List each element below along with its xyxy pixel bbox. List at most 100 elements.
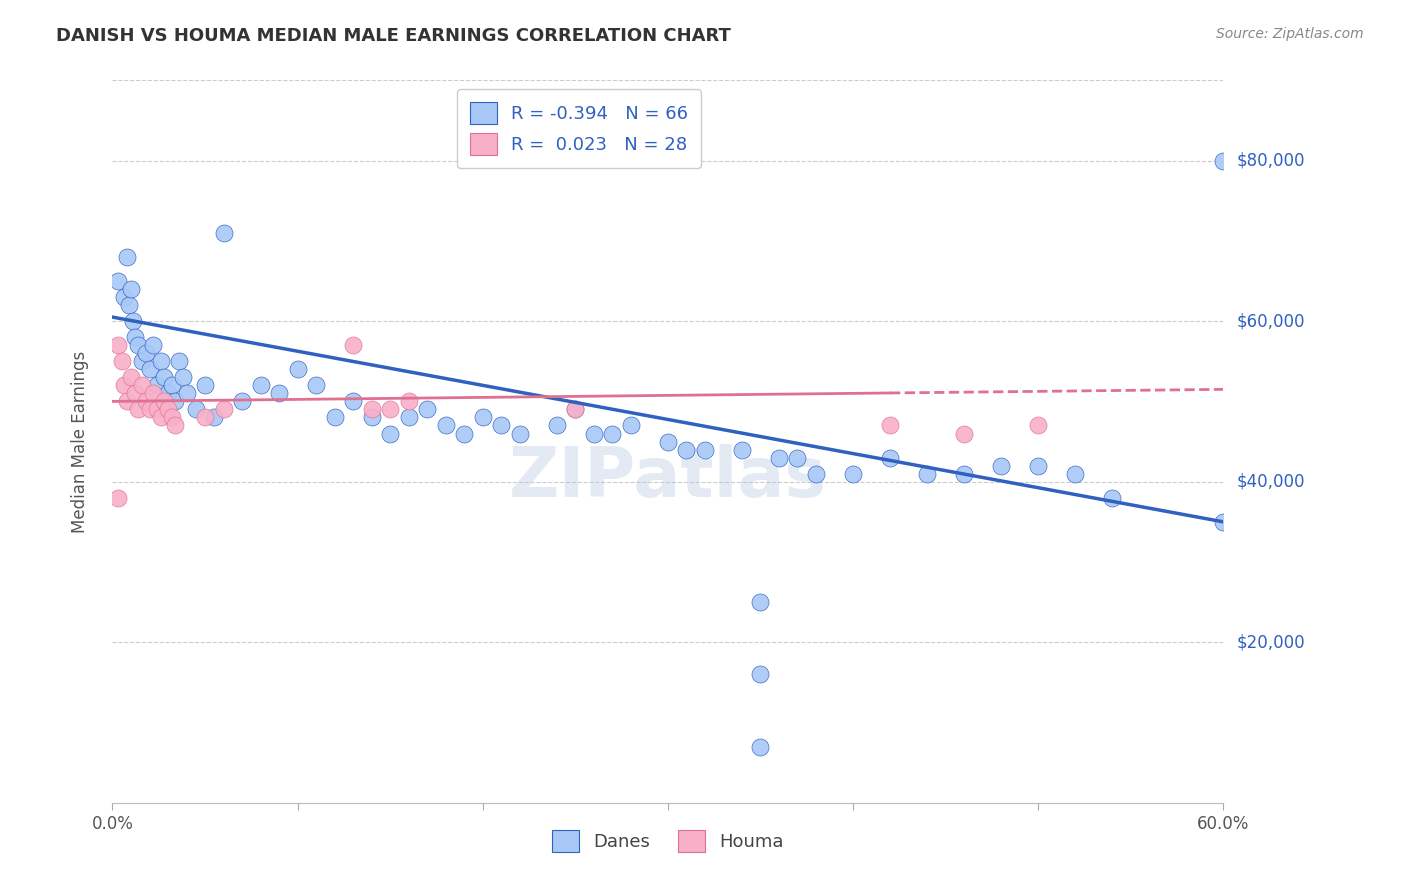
- Point: [546, 418, 568, 433]
- Point: [491, 418, 513, 433]
- Point: [953, 426, 976, 441]
- Legend: Danes, Houma: Danes, Houma: [546, 822, 790, 859]
- Point: [131, 354, 153, 368]
- Point: [842, 467, 865, 481]
- Point: [1026, 418, 1049, 433]
- Point: [693, 442, 716, 457]
- Point: [120, 282, 142, 296]
- Point: [434, 418, 457, 433]
- Point: [165, 394, 187, 409]
- Point: [153, 370, 176, 384]
- Point: [731, 442, 754, 457]
- Point: [990, 458, 1012, 473]
- Point: [202, 410, 225, 425]
- Point: [267, 386, 291, 401]
- Point: [509, 426, 531, 441]
- Point: [471, 410, 494, 425]
- Point: [172, 370, 194, 384]
- Point: [107, 338, 129, 352]
- Point: [1064, 467, 1087, 481]
- Point: [153, 394, 176, 409]
- Text: $20,000: $20,000: [1237, 633, 1306, 651]
- Point: [135, 346, 157, 360]
- Point: [127, 338, 149, 352]
- Point: [620, 418, 643, 433]
- Point: [749, 667, 772, 681]
- Point: [160, 410, 183, 425]
- Point: [398, 394, 420, 409]
- Point: [953, 467, 976, 481]
- Point: [768, 450, 790, 465]
- Point: [564, 402, 586, 417]
- Point: [146, 378, 169, 392]
- Point: [602, 426, 624, 441]
- Point: [212, 226, 235, 240]
- Point: [149, 410, 172, 425]
- Point: [416, 402, 439, 417]
- Point: [305, 378, 328, 392]
- Point: [749, 595, 772, 609]
- Point: [323, 410, 346, 425]
- Point: [749, 739, 772, 754]
- Point: [160, 378, 183, 392]
- Y-axis label: Median Male Earnings: Median Male Earnings: [70, 351, 89, 533]
- Point: [120, 370, 142, 384]
- Point: [380, 426, 402, 441]
- Point: [360, 410, 382, 425]
- Point: [1101, 491, 1123, 505]
- Point: [398, 410, 420, 425]
- Point: [157, 402, 180, 417]
- Point: [112, 290, 135, 304]
- Point: [138, 402, 160, 417]
- Point: [127, 402, 149, 417]
- Point: [131, 378, 153, 392]
- Point: [249, 378, 271, 392]
- Point: [142, 386, 165, 401]
- Point: [118, 298, 141, 312]
- Point: [582, 426, 605, 441]
- Point: [453, 426, 475, 441]
- Point: [879, 450, 901, 465]
- Point: [915, 467, 938, 481]
- Point: [342, 338, 364, 352]
- Text: $80,000: $80,000: [1237, 152, 1306, 169]
- Text: $40,000: $40,000: [1237, 473, 1306, 491]
- Point: [121, 314, 143, 328]
- Point: [146, 402, 169, 417]
- Point: [135, 394, 157, 409]
- Point: [124, 330, 146, 344]
- Point: [212, 402, 235, 417]
- Text: ZIPatlas: ZIPatlas: [509, 444, 827, 511]
- Point: [111, 354, 134, 368]
- Point: [360, 402, 382, 417]
- Point: [157, 386, 180, 401]
- Point: [142, 338, 165, 352]
- Point: [194, 378, 217, 392]
- Point: [564, 402, 586, 417]
- Point: [879, 418, 901, 433]
- Point: [149, 354, 172, 368]
- Text: DANISH VS HOUMA MEDIAN MALE EARNINGS CORRELATION CHART: DANISH VS HOUMA MEDIAN MALE EARNINGS COR…: [56, 27, 731, 45]
- Point: [342, 394, 364, 409]
- Point: [167, 354, 190, 368]
- Point: [287, 362, 309, 376]
- Point: [657, 434, 679, 449]
- Point: [112, 378, 135, 392]
- Point: [184, 402, 207, 417]
- Point: [1212, 515, 1234, 529]
- Point: [165, 418, 187, 433]
- Point: [117, 394, 139, 409]
- Point: [107, 491, 129, 505]
- Point: [124, 386, 146, 401]
- Point: [1026, 458, 1049, 473]
- Point: [176, 386, 198, 401]
- Point: [231, 394, 253, 409]
- Text: Source: ZipAtlas.com: Source: ZipAtlas.com: [1216, 27, 1364, 41]
- Point: [675, 442, 697, 457]
- Point: [380, 402, 402, 417]
- Point: [194, 410, 217, 425]
- Point: [138, 362, 160, 376]
- Point: [786, 450, 808, 465]
- Point: [117, 250, 139, 264]
- Text: $60,000: $60,000: [1237, 312, 1306, 330]
